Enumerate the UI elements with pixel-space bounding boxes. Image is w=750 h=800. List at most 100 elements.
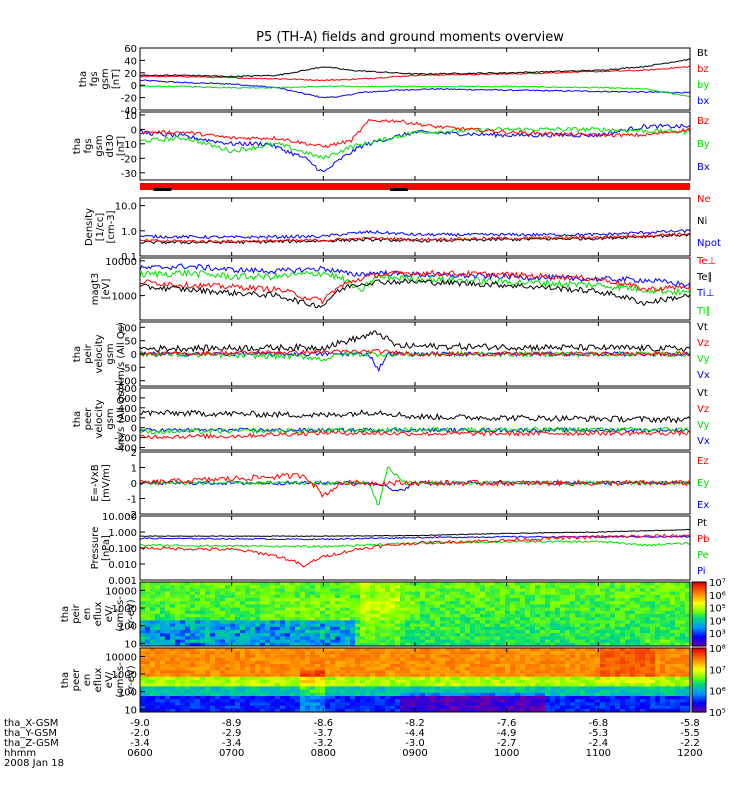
spectrogram-cell	[575, 630, 581, 634]
spectrogram-cell	[285, 594, 291, 599]
spectrogram-cell	[505, 676, 511, 681]
spectrogram-cell	[145, 686, 151, 691]
spectrogram-cell	[555, 582, 561, 586]
spectrogram-cell	[550, 610, 556, 615]
spectrogram-cell	[505, 582, 511, 586]
spectrogram-cell	[610, 598, 616, 602]
spectrogram-cell	[375, 692, 381, 697]
spectrogram-cell	[430, 696, 436, 700]
spectrogram-cell	[140, 696, 146, 700]
spectrogram-cell	[480, 620, 486, 625]
spectrogram-cell	[280, 614, 286, 618]
y-tick-label: 0.100	[108, 544, 137, 555]
spectrogram-cell	[630, 582, 636, 586]
spectrogram-cell	[670, 598, 676, 602]
spectrogram-cell	[560, 636, 566, 641]
spectrogram-cell	[650, 670, 656, 675]
spectrogram-cell	[440, 617, 446, 621]
spectrogram-cell	[570, 607, 576, 612]
spectrogram-cell	[605, 601, 611, 605]
spectrogram-cell	[240, 639, 246, 644]
spectrogram-cell	[235, 630, 241, 634]
spectrogram-cell	[160, 594, 166, 599]
spectrogram-cell	[680, 673, 686, 678]
spectrogram-cell	[395, 588, 401, 593]
spectrogram-cell	[220, 639, 226, 644]
spectrogram-cell	[410, 620, 416, 625]
spectrogram-cell	[505, 642, 511, 646]
spectrogram-cell	[195, 654, 201, 659]
spectrogram-cell	[450, 598, 456, 602]
spectrogram-cell	[275, 604, 281, 609]
spectrogram-cell	[180, 699, 186, 703]
spectrogram-cell	[250, 607, 256, 612]
spectrogram-cell	[285, 642, 291, 646]
spectrogram-cell	[205, 607, 211, 612]
spectrogram-cell	[210, 607, 216, 612]
spectrogram-cell	[405, 604, 411, 609]
spectrogram-cell	[495, 604, 501, 609]
spectrogram-cell	[640, 657, 646, 662]
orbit-row-value: 0700	[219, 748, 244, 759]
spectrogram-cell	[165, 654, 171, 659]
spectrogram-cell	[435, 607, 441, 612]
spectrogram-cell	[340, 651, 346, 655]
spectrogram-cell	[645, 699, 651, 703]
spectrogram-cell	[640, 670, 646, 675]
spectrogram-cell	[660, 667, 666, 671]
spectrogram-cell	[375, 683, 381, 687]
spectrogram-cell	[565, 664, 571, 668]
spectrogram-cell	[250, 667, 256, 671]
spectrogram-cell	[495, 699, 501, 703]
spectrogram-cell	[225, 591, 231, 596]
spectrogram-cell	[245, 654, 251, 659]
spectrogram-cell	[180, 651, 186, 655]
spectrogram-cell	[570, 642, 576, 646]
spectrogram-cell	[325, 660, 331, 665]
spectrogram-cell	[225, 617, 231, 621]
spectrogram-cell	[400, 670, 406, 675]
spectrogram-cell	[660, 585, 666, 589]
colorbar-swatch	[692, 625, 706, 628]
spectrogram-cell	[390, 610, 396, 615]
spectrogram-cell	[320, 673, 326, 678]
spectrogram-cell	[245, 686, 251, 691]
spectrogram-cell	[545, 642, 551, 646]
spectrogram-cell	[585, 699, 591, 703]
orbit-row-value: -2.2	[680, 738, 700, 749]
spectrogram-cell	[230, 708, 236, 712]
spectrogram-cell	[450, 657, 456, 662]
spectrogram-cell	[150, 604, 156, 609]
spectrogram-cell	[330, 620, 336, 625]
spectrogram-cell	[550, 601, 556, 605]
spectrogram-cell	[405, 614, 411, 618]
spectrogram-cell	[445, 585, 451, 589]
spectrogram-cell	[175, 692, 181, 697]
spectrogram-cell	[675, 686, 681, 691]
spectrogram-cell	[170, 598, 176, 602]
spectrogram-cell	[505, 594, 511, 599]
spectrogram-cell	[625, 630, 631, 634]
spectrogram-cell	[280, 705, 286, 710]
spectrogram-cell	[655, 686, 661, 691]
spectrogram-cell	[595, 623, 601, 628]
spectrogram-cell	[615, 664, 621, 668]
spectrogram-cell	[435, 664, 441, 668]
spectrogram-cell	[615, 623, 621, 628]
spectrogram-cell	[295, 676, 301, 681]
spectrogram-cell	[240, 594, 246, 599]
spectrogram-cell	[195, 683, 201, 687]
spectrogram-cell	[150, 636, 156, 641]
spectrogram-cell	[350, 670, 356, 675]
spectrogram-cell	[625, 673, 631, 678]
spectrogram-cell	[165, 601, 171, 605]
spectrogram-cell	[175, 636, 181, 641]
spectrogram-cell	[250, 696, 256, 700]
colorbar-swatch	[692, 639, 706, 642]
spectrogram-cell	[515, 676, 521, 681]
orbit-row-value: 1200	[677, 748, 702, 759]
spectrogram-cell	[655, 614, 661, 618]
spectrogram-cell	[495, 601, 501, 605]
spectrogram-cell	[600, 607, 606, 612]
spectrogram-cell	[680, 651, 686, 655]
